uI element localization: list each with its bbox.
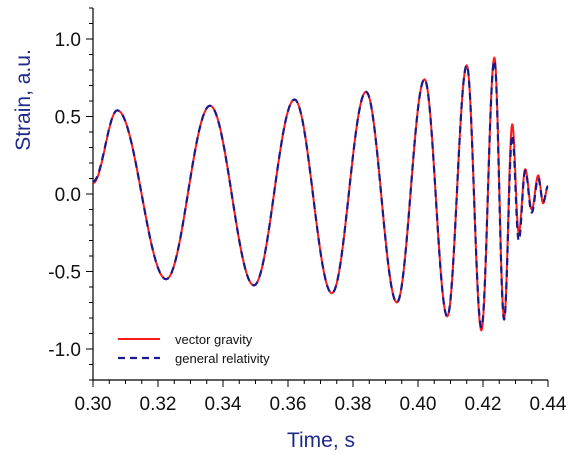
x-axis-title: Time, s bbox=[287, 429, 355, 452]
x-tick-label: 0.36 bbox=[270, 394, 307, 415]
y-tick-label: 0.5 bbox=[55, 108, 81, 129]
legend-label-vector-gravity: vector gravity bbox=[175, 332, 253, 347]
legend: vector gravity general relativity bbox=[118, 332, 270, 366]
series-line-general-relativity bbox=[92, 59, 549, 329]
x-tick-label: 0.38 bbox=[335, 394, 372, 415]
series-line-vector-gravity bbox=[92, 56, 549, 332]
x-tick-label: 0.44 bbox=[530, 394, 567, 415]
y-axis-title: Strain, a.u. bbox=[12, 49, 35, 151]
series-lines bbox=[92, 56, 549, 332]
tick-labels: 0.30 0.32 0.34 0.36 0.38 0.40 0.42 0.44 1.0 0.5 0.… bbox=[48, 30, 567, 415]
x-tick-label: 0.30 bbox=[75, 394, 112, 415]
axes bbox=[86, 7, 549, 387]
x-tick-label: 0.34 bbox=[205, 394, 242, 415]
x-tick-label: 0.40 bbox=[400, 394, 437, 415]
x-tick-label: 0.32 bbox=[140, 394, 177, 415]
y-tick-label: -1.0 bbox=[48, 340, 81, 361]
y-tick-label: 0.0 bbox=[55, 185, 81, 206]
legend-label-general-relativity: general relativity bbox=[175, 351, 270, 366]
y-tick-label: 1.0 bbox=[55, 30, 81, 51]
x-tick-label: 0.42 bbox=[465, 394, 502, 415]
y-tick-label: -0.5 bbox=[48, 263, 81, 284]
